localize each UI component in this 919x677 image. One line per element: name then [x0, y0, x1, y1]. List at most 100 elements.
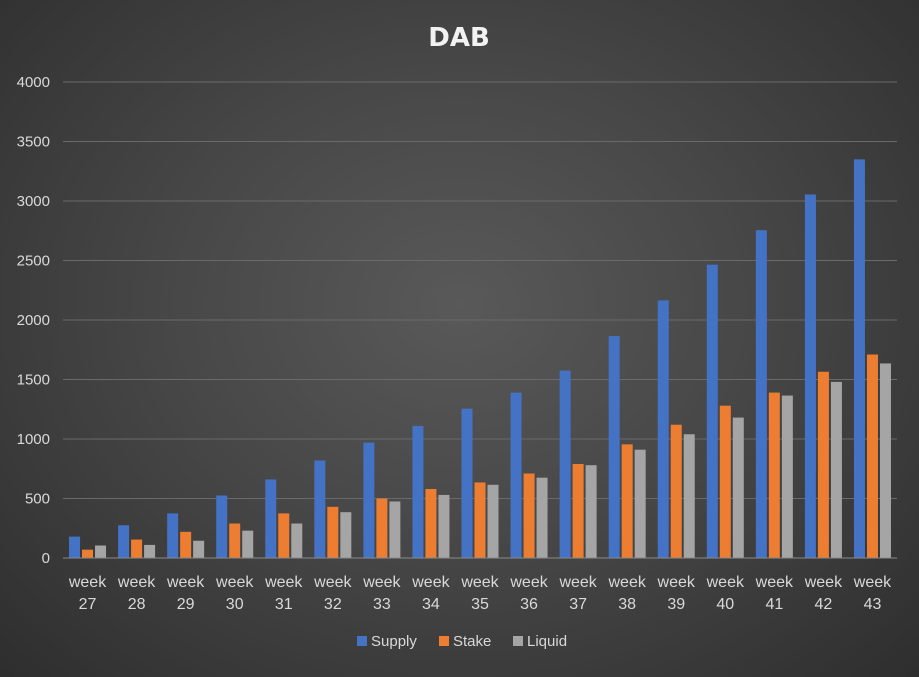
bar-liquid-week-40: [732, 417, 744, 558]
bar-liquid-week-39: [683, 434, 695, 558]
bar-liquid-week-33: [389, 501, 401, 558]
y-tick-label: 1500: [17, 372, 50, 389]
bar-stake-week-35: [474, 482, 486, 558]
bar-stake-week-43: [866, 354, 878, 558]
bar-stake-week-32: [327, 506, 339, 558]
x-tick-label: week 35: [460, 574, 499, 613]
x-tick-label-line: 41: [765, 596, 783, 613]
legend-label-supply: Supply: [371, 633, 417, 650]
x-tick-label-line: 37: [569, 596, 587, 613]
bar-supply-week-32: [314, 460, 326, 558]
legend-swatch-supply: [357, 636, 367, 646]
x-tick-label-line: week: [706, 574, 745, 591]
y-tick-label: 2500: [17, 253, 50, 270]
y-tick-label: 2000: [17, 312, 50, 329]
x-tick-label-line: 28: [128, 596, 146, 613]
x-tick-label-line: week: [558, 574, 597, 591]
x-tick-label-line: week: [166, 574, 205, 591]
bar-liquid-week-29: [193, 540, 205, 558]
bar-supply-week-27: [69, 536, 81, 558]
bar-supply-week-42: [804, 194, 816, 558]
x-tick-label-line: week: [804, 574, 843, 591]
x-tick-label-line: 29: [177, 596, 195, 613]
x-tick-label: week 40: [706, 574, 745, 613]
bar-supply-week-31: [265, 479, 277, 558]
legend-swatch-liquid: [513, 636, 523, 646]
bar-liquid-week-32: [340, 512, 352, 558]
bar-liquid-week-34: [438, 494, 450, 558]
bar-stake-week-38: [621, 444, 633, 558]
bar-supply-week-37: [559, 370, 571, 558]
bar-liquid-week-36: [536, 477, 548, 558]
bar-stake-week-27: [82, 549, 94, 558]
bar-supply-week-33: [363, 442, 375, 558]
x-tick-label: week 32: [313, 574, 352, 613]
x-tick-label: week 33: [362, 574, 401, 613]
gridlines: [63, 81, 897, 499]
bar-liquid-week-42: [830, 381, 842, 558]
x-tick-label-line: week: [755, 574, 794, 591]
x-tick-label-line: week: [460, 574, 499, 591]
bar-stake-week-42: [817, 371, 829, 558]
bar-supply-week-34: [412, 425, 424, 558]
bar-supply-week-41: [755, 230, 767, 558]
bar-liquid-week-41: [781, 395, 793, 558]
y-tick-label: 1000: [17, 431, 50, 448]
x-tick-label: week 43: [853, 574, 892, 613]
x-tick-label: week 42: [804, 574, 843, 613]
x-tick-label-line: 33: [373, 596, 391, 613]
x-tick-label-line: week: [117, 574, 156, 591]
y-tick-label: 3500: [17, 134, 50, 151]
x-tick-label-line: 36: [520, 596, 538, 613]
bar-supply-week-35: [461, 408, 473, 558]
bar-stake-week-28: [131, 539, 143, 558]
bar-stake-week-33: [376, 498, 388, 558]
y-tick-label: 0: [42, 550, 50, 567]
bar-liquid-week-35: [487, 484, 499, 558]
x-tick-label-line: week: [264, 574, 303, 591]
x-tick-label-line: week: [509, 574, 548, 591]
x-tick-label-line: week: [853, 574, 892, 591]
x-tick-label: week 39: [657, 574, 696, 613]
bar-supply-week-30: [216, 495, 228, 558]
y-axis-ticks: 0 500 1000 1500 2000 2500 3000 3500 4000: [17, 74, 50, 567]
x-tick-label-line: week: [362, 574, 401, 591]
bar-stake-week-37: [572, 463, 584, 558]
x-tick-label-line: 27: [79, 596, 97, 613]
x-tick-label: week 28: [117, 574, 156, 613]
bar-stake-week-29: [180, 531, 192, 558]
x-tick-label-line: 32: [324, 596, 342, 613]
x-tick-label-line: 42: [815, 596, 833, 613]
x-tick-label: week 31: [264, 574, 303, 613]
bars: [69, 159, 891, 558]
x-tick-label: week 30: [215, 574, 254, 613]
x-tick-label-line: 31: [275, 596, 293, 613]
bar-stake-week-40: [719, 405, 731, 558]
chart-title: DAB: [428, 23, 490, 53]
x-tick-label-line: week: [607, 574, 646, 591]
x-tick-label: week 38: [607, 574, 646, 613]
x-tick-label: week 41: [755, 574, 794, 613]
bar-stake-week-36: [523, 473, 535, 558]
x-tick-label-line: 30: [226, 596, 244, 613]
bar-stake-week-31: [278, 513, 290, 558]
bar-supply-week-28: [118, 525, 130, 558]
x-tick-label-line: week: [68, 574, 107, 591]
x-tick-label-line: week: [313, 574, 352, 591]
y-tick-label: 3000: [17, 193, 50, 210]
x-tick-label-line: week: [215, 574, 254, 591]
bar-liquid-week-37: [585, 465, 597, 558]
bar-liquid-week-43: [879, 363, 891, 558]
legend: Supply Stake Liquid: [357, 633, 567, 650]
y-tick-label: 4000: [17, 74, 50, 91]
bar-supply-week-40: [706, 264, 718, 558]
x-tick-label-line: 40: [716, 596, 734, 613]
bar-supply-week-39: [657, 300, 669, 558]
legend-swatch-stake: [439, 636, 449, 646]
x-tick-label: week 36: [509, 574, 548, 613]
bar-supply-week-43: [853, 159, 865, 558]
x-tick-label: week 34: [411, 574, 450, 613]
x-tick-label-line: 38: [618, 596, 636, 613]
x-tick-label-line: 34: [422, 596, 440, 613]
